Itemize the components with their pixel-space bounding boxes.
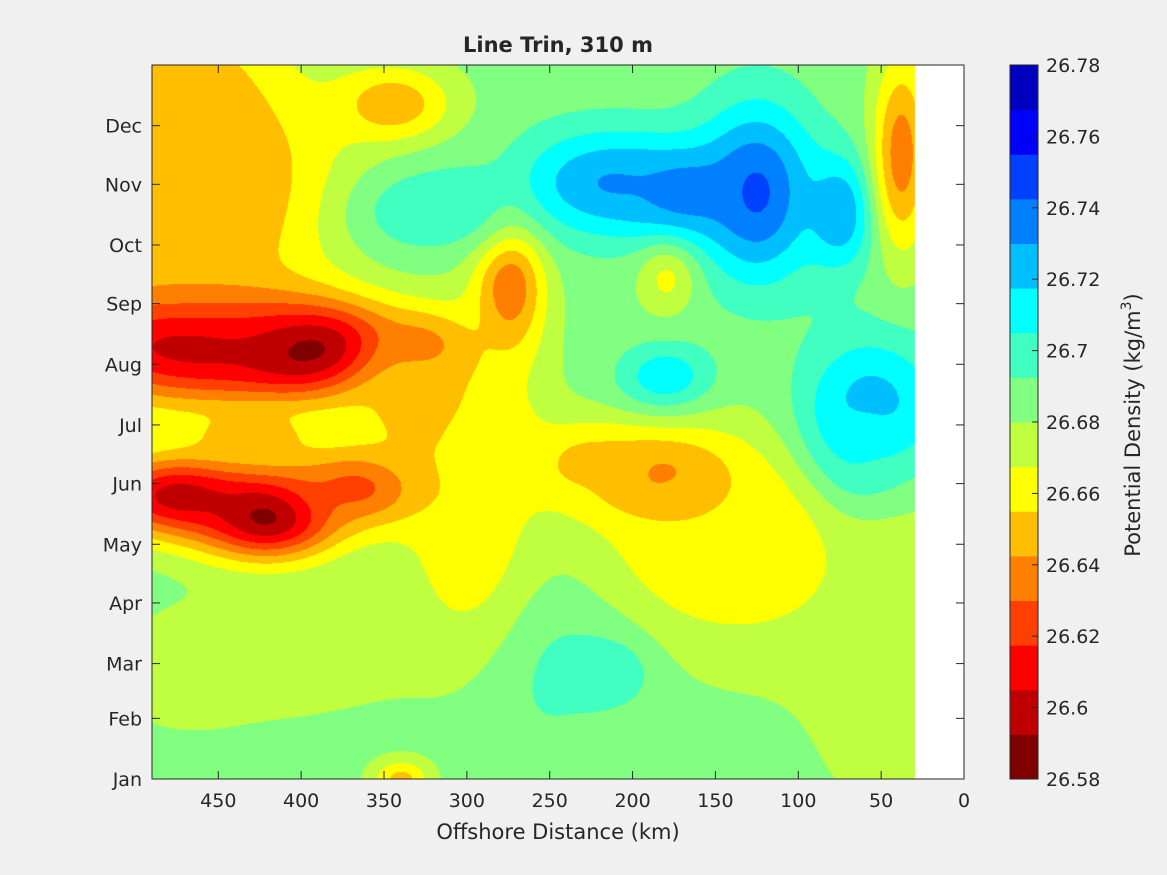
colorbar-tick-label: 26.7 — [1046, 341, 1088, 363]
colorbar-tick-label: 26.74 — [1046, 198, 1100, 220]
y-tick-label: Jun — [111, 474, 142, 496]
colorbar-tick-label: 26.64 — [1046, 555, 1100, 577]
colorbar-tick-label: 26.72 — [1046, 269, 1100, 291]
chart-title: Line Trin, 310 m — [463, 33, 653, 57]
y-tick-label: Oct — [109, 235, 142, 257]
colorbar-segment — [1010, 645, 1038, 691]
colorbar-segment — [1010, 198, 1038, 244]
y-tick-label: Nov — [105, 174, 142, 196]
x-tick-label: 250 — [532, 790, 568, 812]
contour-field-canvas — [152, 65, 964, 779]
colorbar-label-superscript: 3 — [1119, 301, 1135, 310]
colorbar-segment — [1010, 511, 1038, 557]
y-tick-label: Jul — [118, 415, 142, 437]
colorbar-segment — [1010, 689, 1038, 735]
colorbar-segment — [1010, 332, 1038, 378]
colorbar-label: Potential Density (kg/m3) — [1119, 293, 1145, 557]
x-ticks: 450 400 350 300 250 200 150 100 50 0 — [200, 65, 970, 812]
y-tick-label: Jan — [112, 769, 142, 791]
colorbar-tick-label: 26.62 — [1046, 626, 1100, 648]
colorbar-segment — [1010, 243, 1038, 289]
x-tick-label: 300 — [449, 790, 485, 812]
colorbar-segment — [1010, 600, 1038, 646]
colorbar-label-main: Potential Density (kg/m — [1121, 310, 1145, 556]
colorbar — [1009, 64, 1039, 780]
colorbar-segment — [1010, 466, 1038, 512]
colorbar-segment — [1010, 288, 1038, 334]
y-tick-label: Feb — [108, 708, 142, 730]
colorbar-tick-label: 26.78 — [1046, 55, 1100, 77]
x-tick-label: 150 — [697, 790, 733, 812]
contour-field — [152, 65, 964, 779]
x-tick-label: 200 — [614, 790, 650, 812]
y-tick-label: Sep — [106, 294, 142, 316]
x-tick-label: 400 — [283, 790, 319, 812]
colorbar-segment — [1010, 377, 1038, 423]
colorbar-tick-label: 26.76 — [1046, 126, 1100, 148]
colorbar-tick-label: 26.68 — [1046, 412, 1100, 434]
colorbar-label-suffix: ) — [1121, 293, 1145, 301]
x-axis-label: Offshore Distance (km) — [436, 820, 679, 844]
colorbar-segment — [1010, 555, 1038, 601]
y-tick-label: Mar — [106, 654, 142, 676]
axes-box — [151, 64, 965, 780]
colorbar-segment — [1010, 109, 1038, 155]
y-ticks: Jan Feb Mar Apr May Jun Jul Aug Sep Oct Nov Dec — [103, 116, 964, 791]
colorbar-segment — [1010, 154, 1038, 200]
x-tick-label: 50 — [869, 790, 893, 812]
colorbar-tick-label: 26.6 — [1046, 698, 1088, 720]
x-tick-label: 0 — [958, 790, 970, 812]
x-tick-label: 100 — [780, 790, 816, 812]
colorbar-segment — [1010, 734, 1038, 780]
y-tick-label: Aug — [105, 354, 142, 376]
colorbar-ticks: 26.58 26.6 26.62 26.64 26.66 26.68 26.7 26.72 26… — [1032, 55, 1100, 791]
colorbar-segment — [1010, 422, 1038, 468]
x-tick-label: 350 — [366, 790, 402, 812]
y-tick-label: Dec — [105, 116, 142, 138]
y-tick-label: Apr — [109, 593, 142, 615]
colorbar-tick-label: 26.58 — [1046, 769, 1100, 791]
colorbar-segment — [1010, 65, 1038, 111]
x-tick-label: 450 — [200, 790, 236, 812]
colorbar-tick-label: 26.66 — [1046, 483, 1100, 505]
y-tick-label: May — [103, 534, 142, 556]
